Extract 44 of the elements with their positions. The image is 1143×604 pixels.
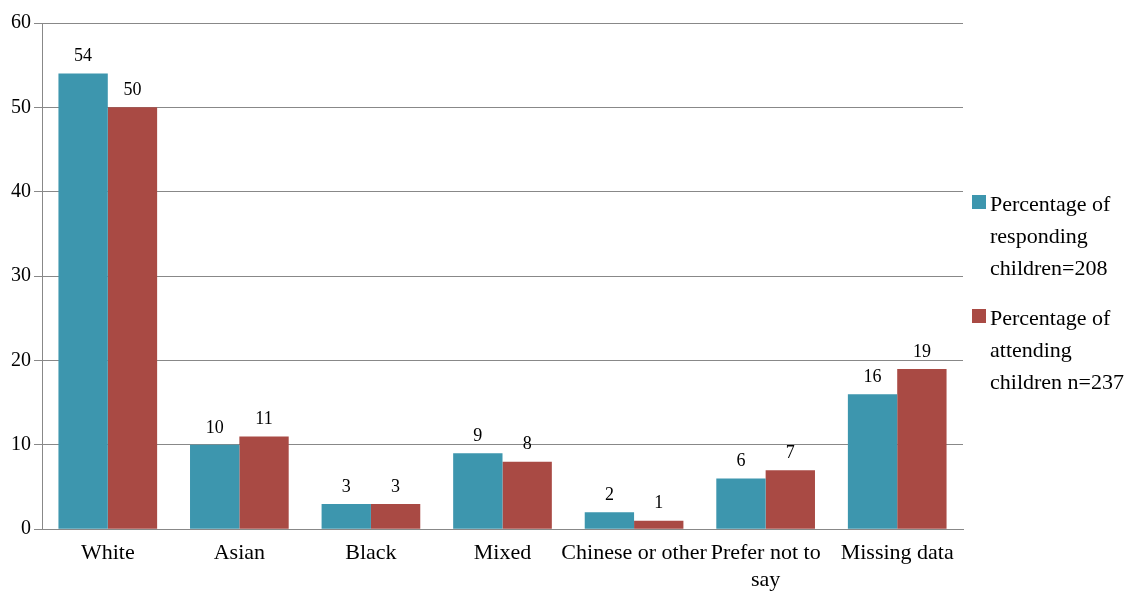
data-label: 16 [863, 365, 882, 386]
x-tick-label: Mixed [473, 539, 532, 565]
bar [370, 503, 421, 529]
legend-label: Percentage of attending children n=237 [990, 304, 1125, 396]
bar [716, 478, 766, 529]
x-tick-label: Black [345, 539, 397, 565]
data-label: 11 [255, 408, 273, 429]
bar [453, 453, 503, 529]
data-label: 50 [123, 79, 142, 100]
bar [634, 520, 684, 529]
bar [765, 470, 815, 529]
data-label: 3 [391, 475, 401, 496]
x-tick-label: Prefer not to say [710, 539, 821, 591]
data-label: 1 [654, 492, 664, 513]
data-label: 6 [736, 450, 746, 471]
y-tick-label: 40 [11, 178, 31, 201]
data-label: 9 [473, 425, 483, 445]
data-label: 54 [74, 45, 93, 66]
bar [897, 368, 947, 529]
y-tick-label: 10 [11, 432, 31, 455]
data-label: 2 [604, 484, 614, 505]
bar [58, 73, 108, 529]
y-tick-label: 30 [11, 263, 31, 286]
y-tick-label: 20 [11, 347, 31, 370]
y-tick-label: 0 [21, 516, 31, 539]
data-label: 3 [341, 475, 351, 496]
bar [107, 107, 158, 529]
x-tick-label: White [80, 539, 135, 565]
x-tick-label: Asian [213, 539, 266, 565]
bar [239, 436, 289, 529]
bar [190, 444, 240, 529]
legend-label: Percentage of responding children=208 [990, 190, 1112, 282]
y-tick-label: 60 [11, 10, 31, 33]
x-tick-label: Missing data [840, 539, 954, 565]
y-tick-label: 50 [11, 94, 31, 117]
data-label: 10 [205, 416, 224, 437]
data-label: 19 [912, 340, 931, 361]
data-label: 8 [522, 433, 532, 454]
bar [584, 512, 635, 529]
data-label: 7 [785, 441, 795, 462]
bar [502, 461, 552, 529]
bar [847, 394, 898, 529]
bar [321, 503, 371, 529]
x-tick-label: Chinese or other [561, 539, 708, 565]
